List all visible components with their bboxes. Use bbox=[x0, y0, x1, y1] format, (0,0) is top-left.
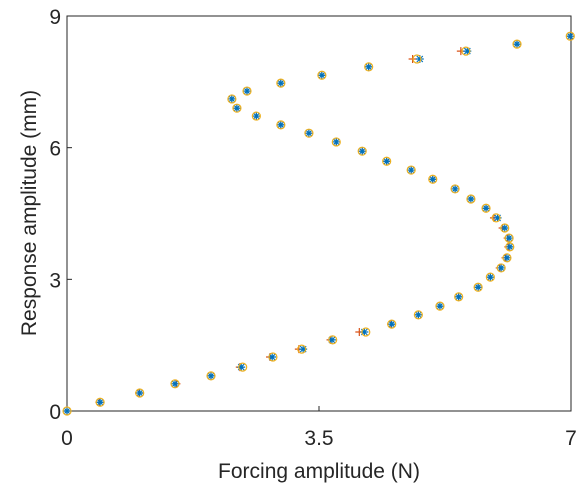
point bbox=[435, 301, 445, 311]
point bbox=[387, 319, 397, 329]
point bbox=[237, 363, 246, 372]
point bbox=[328, 335, 338, 345]
point bbox=[206, 371, 216, 381]
point bbox=[135, 388, 145, 398]
point bbox=[361, 327, 371, 337]
point bbox=[500, 223, 509, 232]
x-tick-label: 3.5 bbox=[304, 427, 333, 450]
point bbox=[317, 70, 327, 80]
point bbox=[135, 389, 144, 398]
point bbox=[327, 335, 336, 344]
plot-frame bbox=[66, 15, 572, 412]
point bbox=[413, 310, 423, 320]
point bbox=[454, 292, 463, 301]
point bbox=[502, 253, 511, 262]
point bbox=[502, 253, 512, 263]
point bbox=[207, 371, 215, 380]
point bbox=[481, 203, 491, 213]
point bbox=[466, 194, 476, 204]
point bbox=[251, 111, 261, 121]
point bbox=[227, 94, 236, 103]
point bbox=[268, 352, 278, 362]
point bbox=[358, 147, 367, 156]
y-tick-label: 0 bbox=[49, 401, 61, 424]
point bbox=[482, 204, 491, 213]
point bbox=[504, 233, 514, 243]
point bbox=[304, 129, 313, 138]
point bbox=[497, 263, 506, 272]
point bbox=[454, 292, 464, 302]
point bbox=[466, 195, 475, 204]
point bbox=[242, 86, 252, 96]
point bbox=[243, 87, 251, 96]
point bbox=[364, 62, 373, 71]
point bbox=[412, 54, 422, 64]
point bbox=[406, 165, 416, 175]
point bbox=[473, 282, 483, 292]
point bbox=[171, 379, 179, 388]
point bbox=[331, 137, 341, 147]
x-axis-label: Forcing amplitude (N) bbox=[218, 460, 420, 483]
point bbox=[299, 345, 308, 354]
point bbox=[435, 302, 444, 311]
point bbox=[276, 78, 286, 88]
point bbox=[357, 146, 367, 156]
point bbox=[493, 213, 502, 222]
point bbox=[382, 157, 391, 166]
point bbox=[268, 353, 277, 362]
point bbox=[297, 344, 307, 354]
point bbox=[63, 407, 71, 415]
point bbox=[238, 362, 248, 372]
y-tick-label: 6 bbox=[49, 138, 61, 161]
x-tick-label: 7 bbox=[565, 427, 577, 450]
point bbox=[276, 79, 285, 88]
point bbox=[332, 137, 341, 146]
point bbox=[304, 128, 314, 138]
point bbox=[382, 156, 392, 166]
point bbox=[450, 184, 460, 194]
point bbox=[485, 272, 495, 282]
point bbox=[415, 55, 424, 64]
point bbox=[428, 175, 437, 184]
point bbox=[496, 263, 506, 273]
point bbox=[232, 104, 241, 113]
point bbox=[505, 242, 514, 251]
point bbox=[505, 242, 515, 252]
point bbox=[96, 398, 105, 407]
point bbox=[451, 184, 460, 193]
point bbox=[170, 379, 180, 389]
point bbox=[513, 40, 521, 49]
x-tick-label: 0 bbox=[61, 427, 73, 450]
point bbox=[407, 166, 416, 175]
point bbox=[565, 31, 575, 41]
point bbox=[474, 283, 483, 292]
point bbox=[463, 47, 472, 56]
point bbox=[317, 71, 326, 80]
point bbox=[364, 62, 374, 72]
y-tick-label: 9 bbox=[49, 6, 61, 29]
point bbox=[512, 39, 522, 49]
point bbox=[227, 94, 237, 104]
y-tick-label: 3 bbox=[49, 269, 61, 292]
point bbox=[62, 406, 72, 416]
point bbox=[461, 46, 471, 56]
point bbox=[252, 112, 261, 121]
point bbox=[387, 320, 396, 329]
point bbox=[95, 397, 105, 407]
point bbox=[360, 328, 369, 336]
point bbox=[276, 120, 286, 130]
point bbox=[491, 213, 501, 223]
point bbox=[232, 103, 242, 113]
point bbox=[566, 32, 575, 41]
y-axis-label: Response amplitude (mm) bbox=[18, 90, 41, 336]
point bbox=[276, 120, 285, 129]
point bbox=[414, 310, 423, 319]
point bbox=[505, 234, 514, 243]
point bbox=[428, 174, 438, 184]
point bbox=[486, 273, 495, 282]
point bbox=[500, 223, 510, 233]
